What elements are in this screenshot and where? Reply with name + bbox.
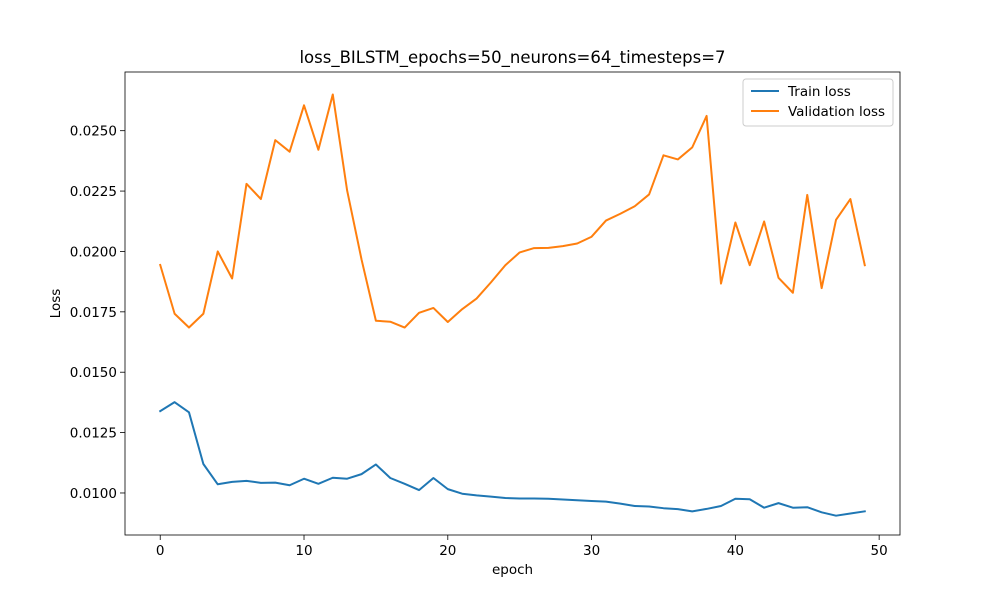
x-tick-label: 0 <box>156 543 165 559</box>
plot-area <box>125 72 900 535</box>
y-tick-label: 0.0100 <box>70 486 117 502</box>
y-tick-label: 0.0150 <box>70 365 117 381</box>
x-tick-label: 40 <box>727 543 744 559</box>
legend-label-validation-loss: Validation loss <box>788 104 885 120</box>
x-axis-ticks: 0 10 20 30 40 50 <box>156 535 888 559</box>
y-tick-label: 0.0200 <box>70 244 117 260</box>
y-tick-label: 0.0225 <box>70 184 117 200</box>
y-axis-label: Loss <box>48 289 64 319</box>
legend: Train loss Validation loss <box>742 78 894 127</box>
chart-title: loss_BILSTM_epochs=50_neurons=64_timeste… <box>299 48 725 68</box>
series-line-train-loss <box>158 401 866 517</box>
x-tick-label: 50 <box>871 543 888 559</box>
x-tick-label: 30 <box>583 543 600 559</box>
y-tick-label: 0.0125 <box>70 426 117 442</box>
y-axis-ticks: 0.0100 0.0125 0.0150 0.0175 0.0200 0.0225 0.02… <box>70 124 125 502</box>
series-line-validation-loss <box>158 93 866 329</box>
y-tick-label: 0.0250 <box>70 124 117 140</box>
x-axis-label: epoch <box>492 562 533 578</box>
x-tick-label: 10 <box>295 543 312 559</box>
legend-label-train-loss: Train loss <box>787 84 851 100</box>
y-tick-label: 0.0175 <box>70 305 117 321</box>
x-tick-label: 20 <box>439 543 456 559</box>
series-lines <box>158 93 866 517</box>
axes-frame <box>124 71 901 536</box>
legend-box <box>742 78 894 127</box>
